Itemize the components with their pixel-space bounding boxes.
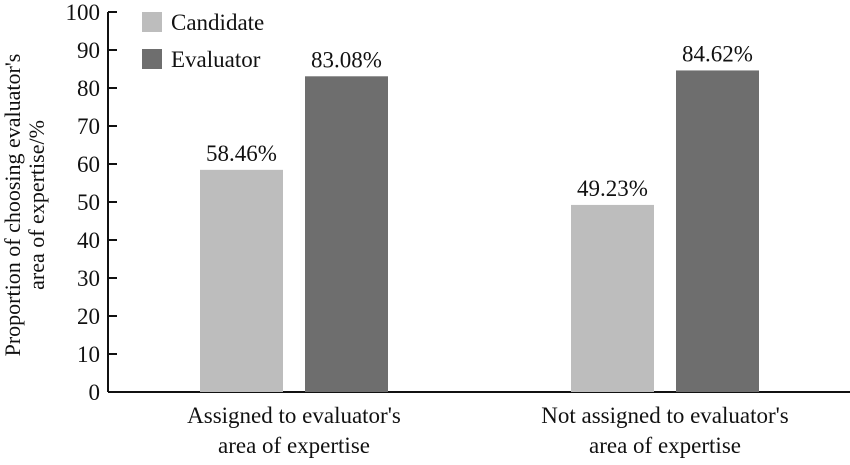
y-axis-label-line: area of expertise/% [24,120,49,290]
y-axis-label: Proportion of choosing evaluator'sarea o… [0,54,49,357]
data-label: 84.62% [682,41,753,66]
y-axis-label-line: Proportion of choosing evaluator's [0,54,25,357]
bar-evaluator [305,76,388,393]
x-tick-label: area of expertise [589,433,741,458]
legend-swatch-candidate [142,12,162,32]
bar-candidate [200,169,283,392]
y-tick-label: 60 [77,152,100,177]
y-tick-label: 90 [77,38,100,63]
y-tick-label: 40 [77,228,100,253]
y-tick-label: 50 [77,190,100,215]
y-tick-label: 0 [89,380,101,405]
x-tick-label: Assigned to evaluator's [187,403,401,428]
legend-swatch-evaluator [142,49,162,69]
y-tick-label: 30 [77,266,100,291]
legend-label: Candidate [171,10,264,35]
bar-evaluator [676,70,759,392]
y-tick-label: 70 [77,114,100,139]
bar-candidate [571,204,654,392]
y-tick-label: 10 [77,342,100,367]
y-tick-label: 80 [77,76,100,101]
data-label: 83.08% [311,47,382,72]
data-label: 49.23% [577,176,648,201]
legend-label: Evaluator [171,47,261,72]
data-label: 58.46% [206,141,277,166]
y-tick-label: 100 [66,0,101,25]
x-tick-label: area of expertise [218,433,370,458]
x-tick-label: Not assigned to evaluator's [541,403,789,428]
y-tick-label: 20 [77,304,100,329]
